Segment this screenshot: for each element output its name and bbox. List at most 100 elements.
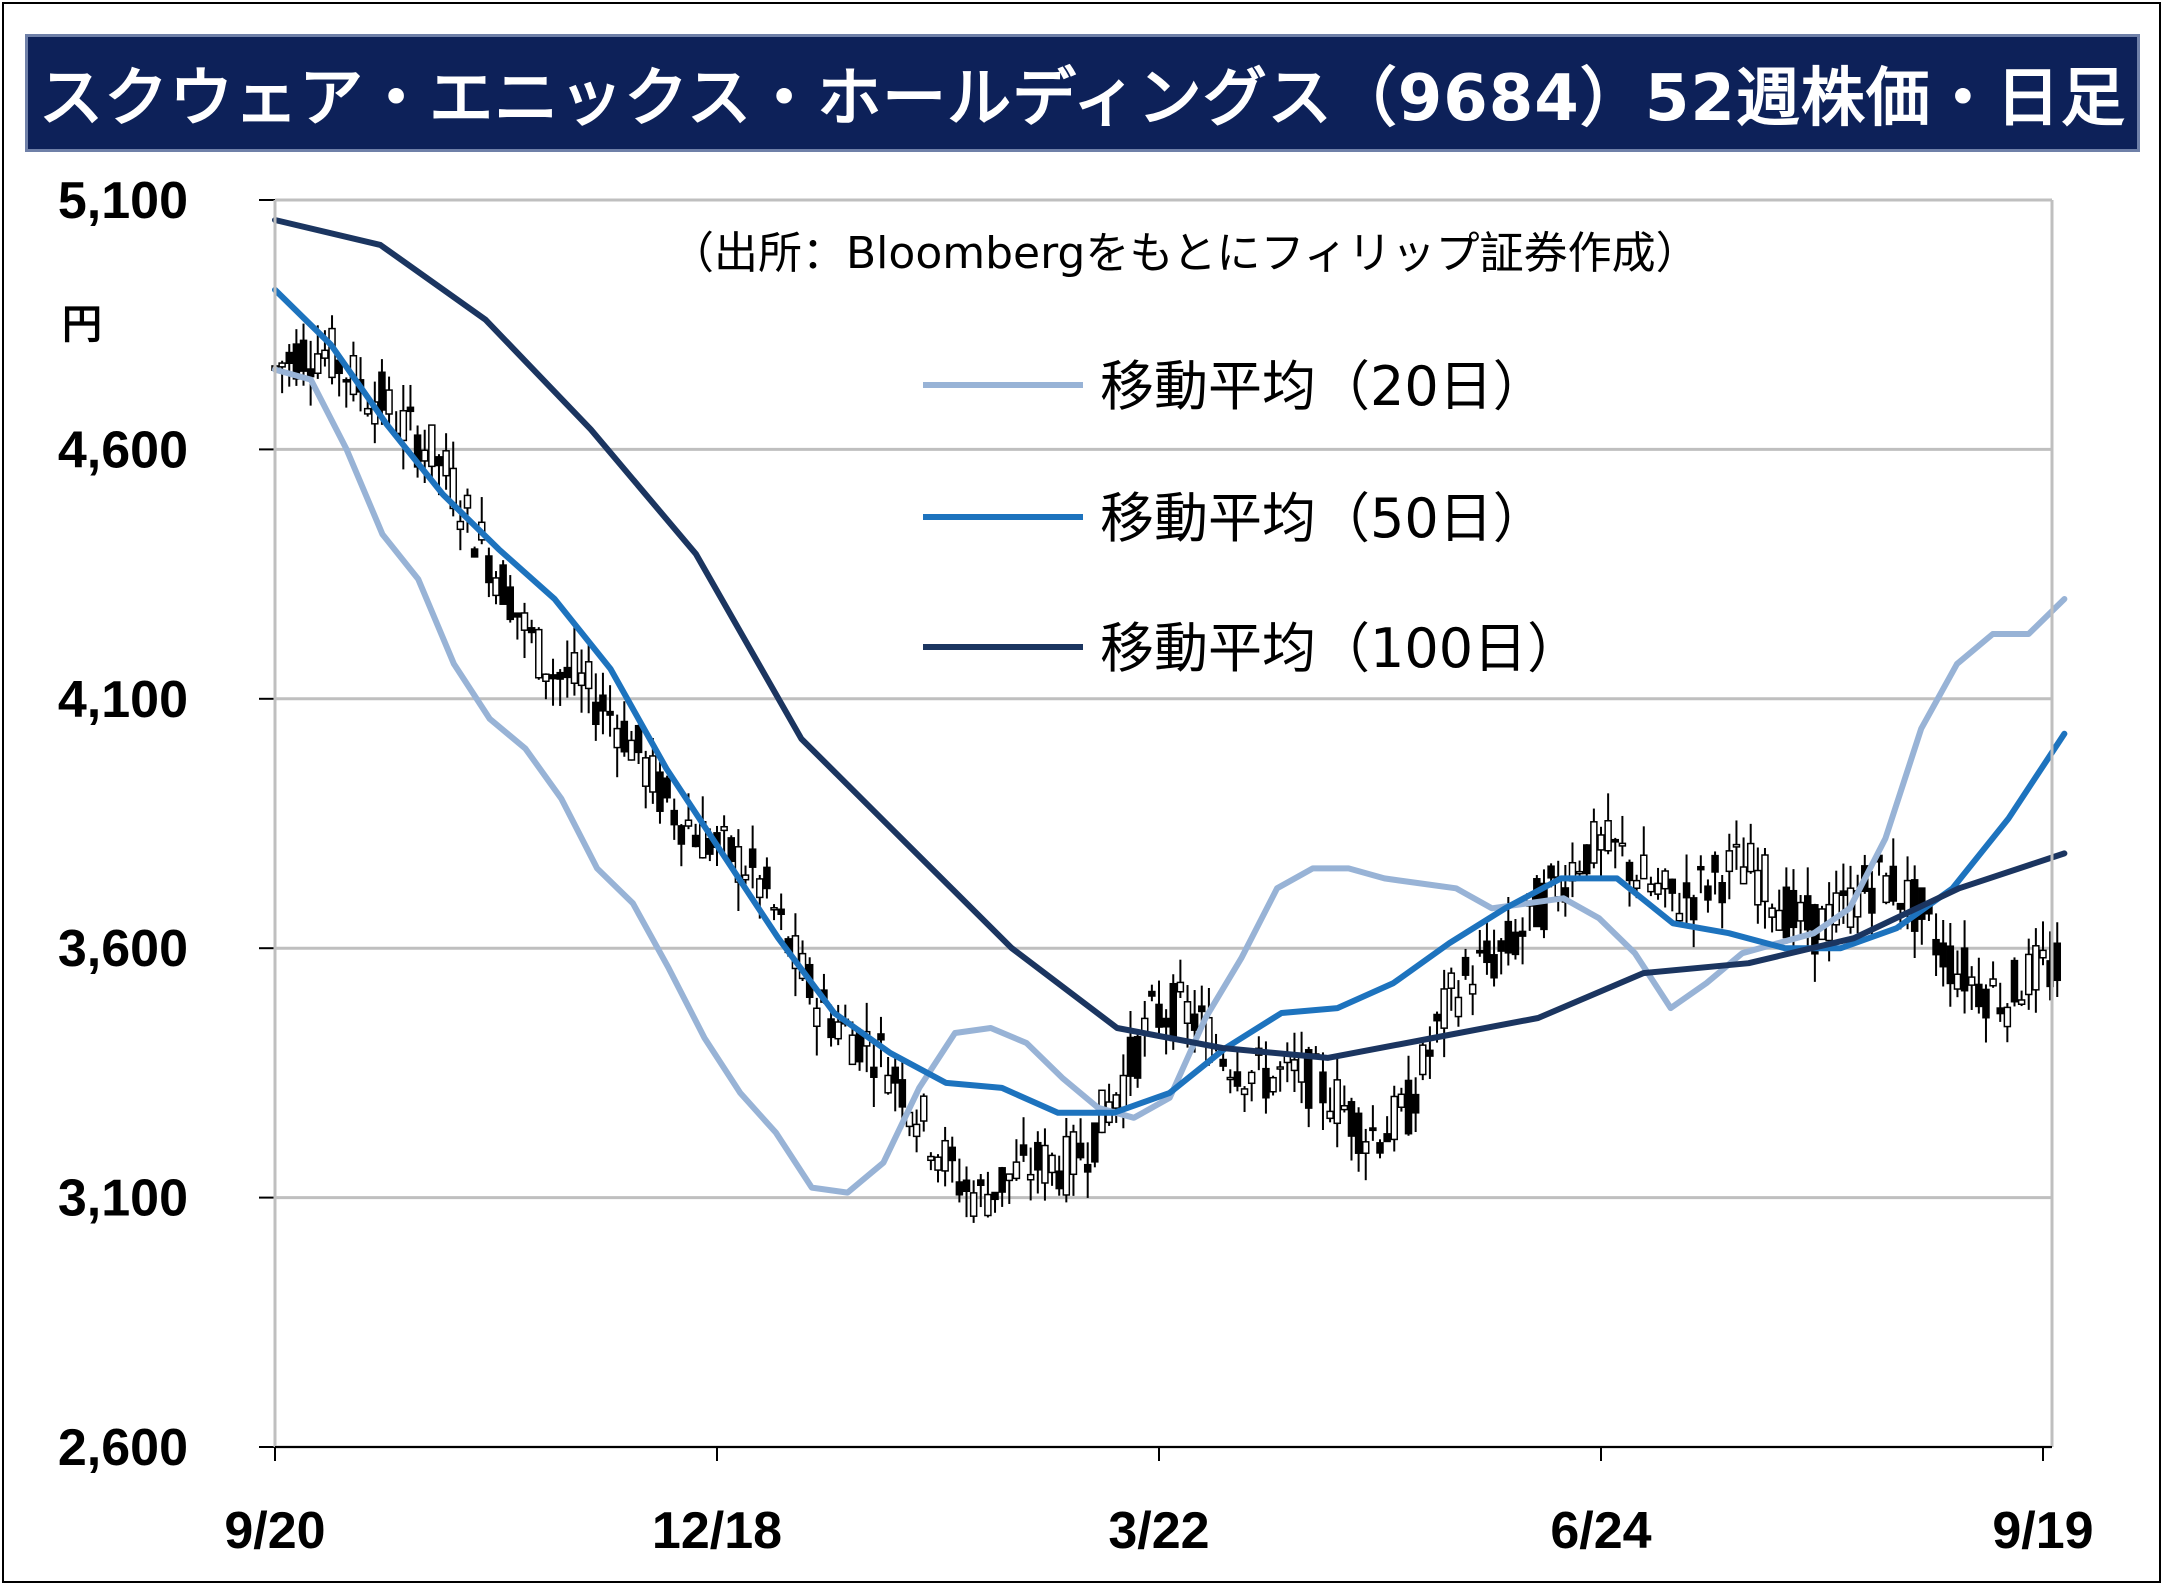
candle-body: [570, 652, 579, 684]
candle-body: [1112, 1094, 1120, 1109]
source-note: （出所：Bloombergをもとにフィリップ証券作成）: [670, 228, 1700, 279]
y-tick-label: 3,100: [58, 1170, 188, 1228]
candle-body: [2024, 953, 2033, 996]
candle-body: [1975, 983, 1983, 1008]
candle-body: [1026, 1173, 1035, 1181]
candle-body: [1083, 1163, 1092, 1173]
candle-body: [670, 809, 678, 826]
candle-body: [442, 450, 450, 477]
candle-body: [620, 720, 629, 753]
candle-body: [2003, 1006, 2012, 1028]
candle-body: [912, 1123, 921, 1138]
candle-body: [278, 362, 286, 368]
candle-body: [941, 1139, 949, 1172]
candle-body: [549, 674, 557, 680]
candle-body: [927, 1155, 935, 1162]
series-line-ma20: [272, 366, 2068, 1196]
candle-body: [1476, 949, 1484, 954]
candle-body: [898, 1079, 907, 1108]
candle-body: [884, 1074, 892, 1094]
candle-body: [513, 612, 522, 618]
candle-body: [1454, 996, 1463, 1018]
candle-body: [1732, 843, 1741, 848]
candle-body: [1654, 882, 1662, 895]
candle-body: [870, 1066, 878, 1078]
candle-body: [1490, 954, 1498, 979]
candle-body: [1632, 879, 1641, 889]
candle-body: [1868, 887, 1876, 914]
title-bar: スクウェア・エニックス・ホールディングス（9684）52週株価・日足: [25, 34, 2140, 152]
candle-body: [998, 1167, 1006, 1193]
candle-body: [948, 1146, 957, 1162]
candle-body: [1048, 1154, 1056, 1174]
candle-body: [1754, 869, 1762, 906]
candle-body: [1148, 990, 1156, 997]
candle-body: [1839, 890, 1848, 897]
candle-body: [1269, 1076, 1277, 1093]
candle-body: [891, 1066, 899, 1084]
candle-body: [934, 1156, 942, 1171]
candle-body: [1333, 1079, 1341, 1125]
candle-body: [1133, 1036, 1142, 1079]
candle-body: [1903, 879, 1912, 914]
candle-body: [456, 520, 465, 531]
candle-body: [1326, 1110, 1334, 1120]
candle-body: [2017, 999, 2026, 1005]
candle-body: [1468, 983, 1477, 995]
candle-body: [485, 555, 493, 584]
candle-body: [1276, 1066, 1284, 1070]
candle-body: [691, 834, 700, 848]
candle-body: [1982, 988, 1990, 1019]
candle-body: [1404, 1079, 1413, 1135]
x-tick-label: 9/20: [224, 1502, 325, 1560]
candle-body: [1076, 1142, 1085, 1159]
candle-body: [1590, 821, 1598, 864]
candle-body: [1198, 1005, 1206, 1013]
candle-body: [756, 878, 764, 899]
candle-body: [1996, 1007, 2004, 1015]
candle-body: [663, 777, 671, 799]
candle-body: [428, 424, 436, 468]
candle-body: [1704, 885, 1712, 901]
candle-body: [1711, 854, 1719, 873]
candle-body: [1447, 972, 1456, 989]
candle-body: [1504, 920, 1513, 954]
candle-body: [1126, 1036, 1135, 1077]
y-tick-label: 2,600: [58, 1419, 188, 1477]
candle-body: [606, 710, 614, 716]
candle-body: [677, 825, 686, 845]
candle-body: [813, 1007, 821, 1028]
candle-body: [1761, 854, 1769, 903]
candle-body: [1604, 820, 1612, 852]
candle-body: [955, 1181, 964, 1196]
candle-body: [827, 1018, 835, 1039]
candle-body: [919, 1095, 928, 1122]
candle-body: [1219, 1058, 1227, 1067]
candle-body: [848, 1034, 857, 1066]
candle-body: [2053, 942, 2062, 982]
candle-body: [877, 1033, 885, 1041]
candle-body: [1205, 1016, 1213, 1064]
candle-body: [1789, 889, 1798, 929]
candle-body: [741, 874, 750, 881]
candle-body: [584, 661, 593, 690]
candle-body: [1832, 892, 1841, 926]
candle-body: [535, 628, 543, 679]
candle-body: [435, 456, 443, 467]
legend-label-ma50: 移動平均（50日）: [1100, 487, 1547, 550]
candle-body: [577, 672, 586, 687]
candle-body: [1233, 1071, 1242, 1087]
series-line-ma50: [272, 286, 2068, 1116]
candle-body: [1433, 1013, 1441, 1022]
candle-body: [1397, 1093, 1406, 1108]
y-tick-label: 4,600: [58, 421, 188, 479]
candle-body: [292, 343, 301, 380]
candle-body: [1640, 854, 1648, 880]
candle-body: [1803, 895, 1812, 931]
candle-body: [306, 368, 315, 378]
candle-body: [1419, 1044, 1427, 1076]
candle-body: [1989, 978, 1997, 987]
candle-body: [1162, 1017, 1170, 1028]
candle-body: [1176, 981, 1185, 993]
